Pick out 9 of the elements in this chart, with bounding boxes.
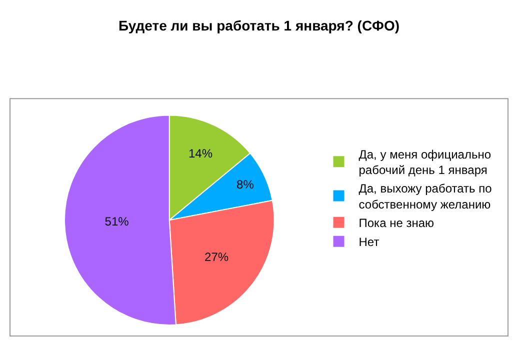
data-label: 51%: [104, 214, 130, 229]
legend-label: Да, выхожу работать по собственному желанию: [358, 182, 492, 212]
data-label: 14%: [188, 146, 213, 161]
chart-title: Будете ли вы работать 1 января? (СФО): [118, 18, 400, 34]
legend-label: Пока не знаю: [358, 216, 434, 230]
data-label: 27%: [204, 250, 229, 264]
data-label: 8%: [236, 177, 254, 192]
legend-label: Да, у меня официально рабочий день 1 января: [358, 147, 492, 178]
legend-label: Нет: [358, 235, 380, 250]
